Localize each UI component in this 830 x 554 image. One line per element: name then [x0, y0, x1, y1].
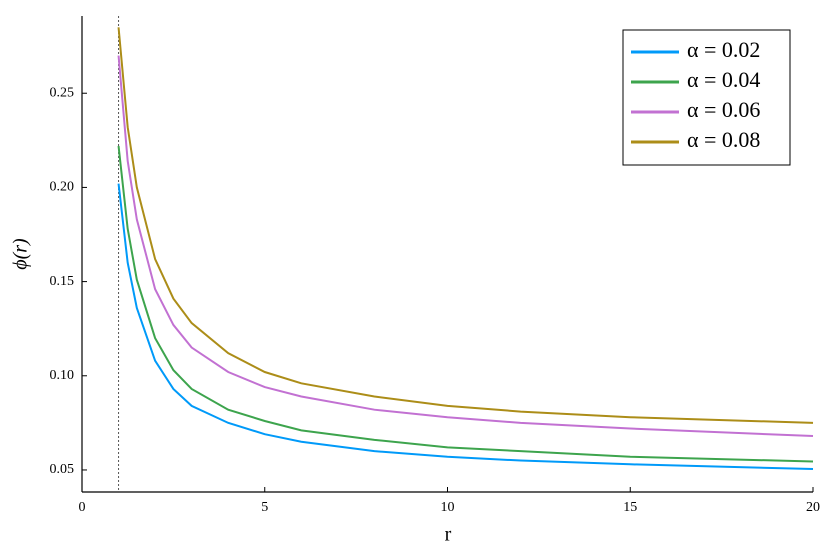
y-tick-label: 0.10 [50, 368, 75, 383]
y-tick-label: 0.20 [50, 180, 75, 195]
x-axis-label: r [445, 524, 452, 546]
series-line [117, 55, 814, 438]
series-line [117, 145, 814, 463]
legend-label: α = 0.08 [687, 127, 760, 152]
y-tick-label: 0.05 [50, 462, 75, 477]
y-axis-label: ϕ(r) [10, 238, 32, 270]
x-tick-label: 5 [261, 500, 268, 515]
x-tick-label: 0 [79, 500, 86, 515]
series-line [117, 183, 814, 471]
x-tick-label: 15 [623, 500, 637, 515]
x-tick-label: 20 [806, 500, 820, 515]
y-tick-label: 0.25 [50, 85, 75, 100]
legend-label: α = 0.04 [687, 67, 760, 92]
legend-label: α = 0.02 [687, 37, 760, 62]
x-tick-label: 10 [441, 500, 455, 515]
y-tick-label: 0.15 [50, 274, 75, 289]
series-line [117, 27, 814, 424]
legend-label: α = 0.06 [687, 97, 760, 122]
